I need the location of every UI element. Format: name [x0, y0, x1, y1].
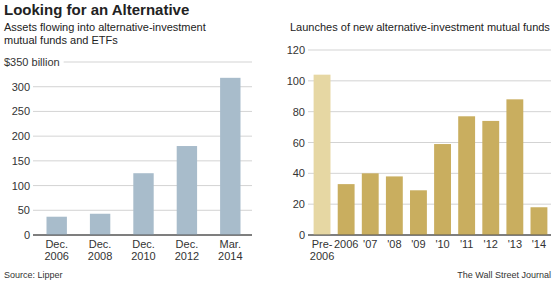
- bar: [458, 116, 475, 235]
- bar: [531, 207, 548, 235]
- category-label: '11: [460, 238, 474, 250]
- bar: [362, 173, 379, 235]
- category-label: Mar.2014: [218, 238, 242, 262]
- credit-note: The Wall Street Journal: [457, 270, 551, 280]
- category-label: '09: [411, 238, 425, 250]
- tick-label: 50: [18, 204, 30, 216]
- plot: 0 20 40 60 80 100 120: [287, 44, 551, 241]
- subplot-title: Assets flowing into alternative-investme…: [4, 21, 239, 47]
- category-label: Dec.2008: [88, 238, 112, 262]
- category-label: Dec.2006: [44, 238, 68, 262]
- axis-line: [308, 235, 551, 236]
- grid-line: [308, 80, 551, 81]
- tick-label: 120: [287, 44, 305, 56]
- category-label: 2006: [334, 238, 358, 250]
- category-label: '14: [532, 238, 546, 250]
- category-label: Pre-2006: [310, 238, 334, 262]
- tick-label: 60: [293, 137, 305, 149]
- bars: [47, 78, 241, 235]
- chart-title: Looking for an Alternative: [4, 1, 189, 18]
- grid-line: [33, 136, 252, 137]
- tick-label: 0: [299, 229, 305, 241]
- axis-line: [33, 235, 252, 236]
- bar: [338, 184, 355, 235]
- grid-line: [308, 50, 551, 51]
- tick-label: 0: [24, 229, 30, 241]
- bar: [177, 146, 197, 235]
- category-label: '07: [363, 238, 377, 250]
- bar: [434, 144, 451, 235]
- tick-label: $350 billion: [4, 56, 60, 68]
- category-label: '13: [508, 238, 522, 250]
- tick-label: 20: [293, 198, 305, 210]
- tick-label: 40: [293, 167, 305, 179]
- category-label: Dec.2010: [131, 238, 155, 262]
- source-note: Source: Lipper: [4, 270, 63, 280]
- category-label: Dec.2012: [175, 238, 199, 262]
- baseline: [33, 235, 252, 236]
- bar: [47, 217, 67, 235]
- category-label: '12: [484, 238, 498, 250]
- tick-label: 100: [287, 75, 305, 87]
- bar: [314, 75, 331, 235]
- bars: [314, 75, 548, 235]
- bar: [220, 78, 240, 235]
- tick-label: 300: [12, 81, 30, 93]
- plot: 0 50 100 150 200 250 300 $350 billion: [4, 56, 252, 241]
- tick-label: 200: [12, 130, 30, 142]
- grid-line: [33, 160, 252, 161]
- bar: [90, 214, 110, 235]
- subplot-title: Launches of new alternative-investment m…: [290, 21, 555, 34]
- tick-label: 250: [12, 105, 30, 117]
- bar: [482, 121, 499, 235]
- grid-line: [64, 62, 252, 63]
- tick-label: 80: [293, 106, 305, 118]
- category-label: '08: [387, 238, 401, 250]
- bar: [386, 176, 403, 235]
- tick-label: 150: [12, 155, 30, 167]
- baseline: [308, 235, 551, 236]
- tick-label: 100: [12, 180, 30, 192]
- bar: [133, 173, 153, 235]
- category-label: '10: [435, 238, 449, 250]
- grid-line: [33, 86, 252, 87]
- grid-line: [33, 111, 252, 112]
- bar: [410, 190, 427, 235]
- bar: [506, 99, 523, 235]
